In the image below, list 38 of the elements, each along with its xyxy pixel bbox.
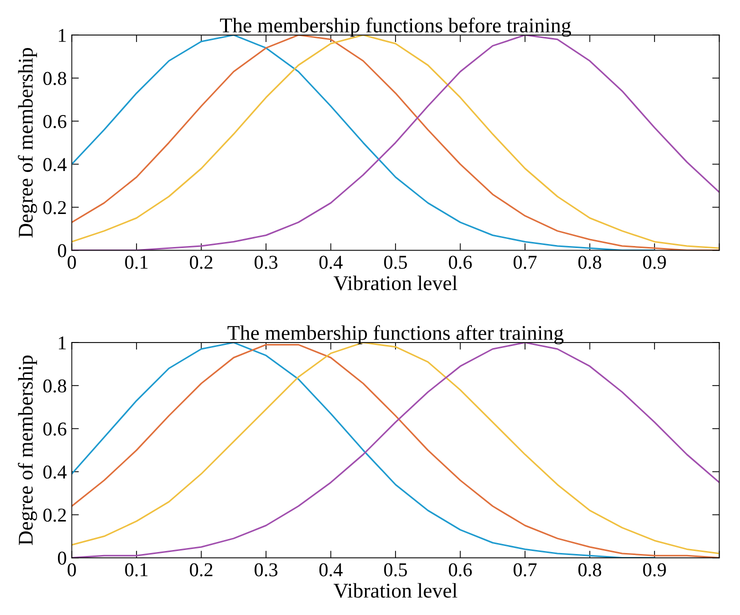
y-tick-label: 0 xyxy=(58,552,66,565)
x-tick-label: 0.5 xyxy=(384,563,407,576)
x-tick-label: 0.4 xyxy=(319,563,343,576)
y-tick-label: 0.2 xyxy=(43,508,66,522)
x-tick-label: 0.9 xyxy=(643,256,666,269)
y-tick-label: 0.2 xyxy=(43,201,66,214)
x-axis-title: Vibration level xyxy=(334,276,458,290)
x-tick-label: 0.5 xyxy=(384,256,407,269)
x-tick-label: 0.7 xyxy=(514,563,537,576)
x-tick-label: 0.6 xyxy=(448,563,472,576)
chart-title: The membership functions after training xyxy=(228,325,564,344)
x-axis-title: Vibration level xyxy=(334,583,458,598)
y-tick-label: 0.4 xyxy=(43,466,67,479)
x-tick-label: 0.8 xyxy=(578,256,602,269)
x-tick-label: 0.6 xyxy=(448,256,472,269)
y-tick-label: 0.8 xyxy=(43,72,66,86)
y-tick-label: 1 xyxy=(58,28,66,42)
y-tick-label: 0.8 xyxy=(43,379,66,393)
y-axis-title: Degree of membership xyxy=(18,48,38,238)
x-tick-label: 0.2 xyxy=(190,563,212,576)
x-tick-label: 0.1 xyxy=(125,563,148,576)
x-tick-label: 0 xyxy=(68,563,76,576)
y-tick-label: 1 xyxy=(58,336,66,350)
x-tick-label: 0.7 xyxy=(514,256,537,269)
x-tick-label: 0.4 xyxy=(319,256,343,269)
y-tick-label: 0.6 xyxy=(43,114,66,128)
chart-title: The membership functions before training xyxy=(220,18,572,37)
y-axis-title: Degree of membership xyxy=(18,356,38,546)
y-tick-label: 0.4 xyxy=(43,158,67,172)
x-tick-label: 0.3 xyxy=(254,256,278,269)
x-tick-label: 0.1 xyxy=(125,256,148,269)
y-tick-label: 0.6 xyxy=(43,422,66,436)
y-tick-label: 0 xyxy=(58,244,66,258)
x-tick-label: 0.2 xyxy=(190,256,212,269)
x-tick-label: 0.8 xyxy=(578,563,602,576)
x-tick-label: 0.3 xyxy=(254,563,278,576)
x-tick-label: 0 xyxy=(68,256,76,269)
x-tick-label: 0.9 xyxy=(643,563,666,576)
